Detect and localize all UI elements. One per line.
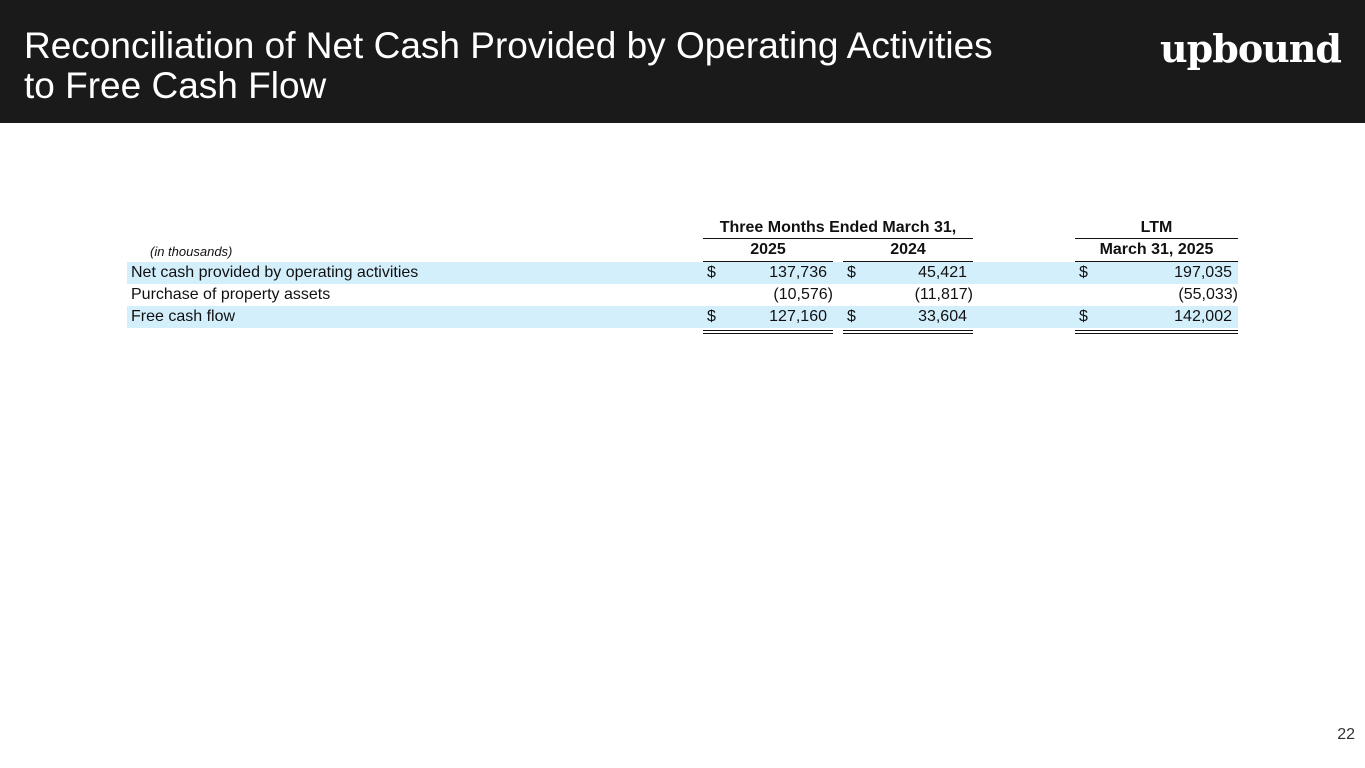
currency-symbol: $ (847, 264, 856, 281)
rule (1075, 330, 1238, 331)
logo: upbound (1160, 26, 1342, 71)
currency-symbol: $ (707, 264, 716, 281)
row-label: Net cash provided by operating activitie… (131, 264, 419, 281)
header-bar: Reconciliation of Net Cash Provided by O… (0, 0, 1365, 123)
row-highlight (127, 262, 1238, 284)
rule (1075, 238, 1238, 239)
row-label: Free cash flow (131, 308, 236, 325)
unit-note: (in thousands) (150, 244, 233, 259)
rule (843, 330, 973, 331)
group-header: LTM (1140, 219, 1173, 236)
rule (1075, 333, 1238, 334)
cell-value: (10,576) (773, 286, 833, 303)
currency-symbol: $ (1079, 308, 1088, 325)
title-line: to Free Cash Flow (24, 65, 327, 106)
row-label: Purchase of property assets (131, 286, 331, 303)
cell-value: 137,736 (769, 264, 827, 281)
rule (703, 261, 833, 262)
rule (703, 333, 833, 334)
title-line: Reconciliation of Net Cash Provided by O… (24, 25, 993, 66)
cell-value: 127,160 (769, 308, 827, 325)
rule (703, 238, 973, 239)
cell-value: 33,604 (918, 308, 967, 325)
currency-symbol: $ (1079, 264, 1088, 281)
page-number: 22 (1337, 726, 1355, 743)
row-highlight (127, 306, 1238, 328)
column-header: 2025 (750, 241, 786, 258)
rule (843, 333, 973, 334)
currency-symbol: $ (707, 308, 716, 325)
rule (703, 330, 833, 331)
cell-value: 45,421 (918, 264, 967, 281)
currency-symbol: $ (847, 308, 856, 325)
rule (843, 261, 973, 262)
cell-value: (11,817) (914, 286, 973, 303)
rule (1075, 261, 1238, 262)
column-header: March 31, 2025 (1099, 241, 1214, 258)
cell-value: 197,035 (1174, 264, 1232, 281)
cell-value: 142,002 (1174, 308, 1232, 325)
group-header: Three Months Ended March 31, (719, 219, 957, 236)
column-header: 2024 (890, 241, 926, 258)
cell-value: (55,033) (1178, 286, 1238, 303)
